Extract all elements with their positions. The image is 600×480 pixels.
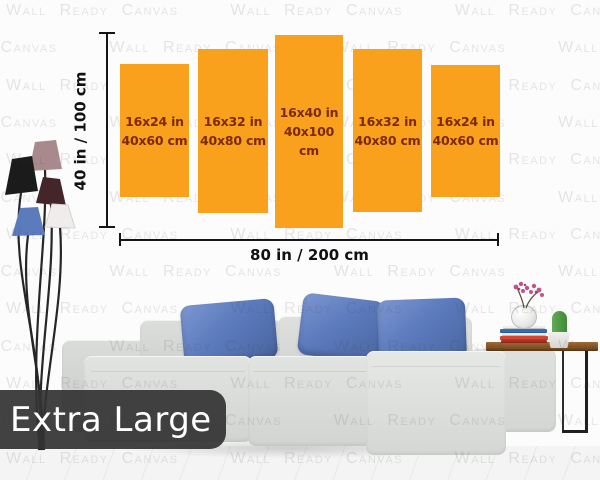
- lamp-shade-blue: [12, 207, 45, 236]
- canvas-panel-3: 16x40 in 40x100 cm: [275, 35, 343, 228]
- height-dimension-label: 40 in / 100 cm: [71, 71, 89, 191]
- cactus-pot: [547, 332, 571, 348]
- lamp-shade-mauve: [29, 140, 62, 171]
- height-dimension-label-wrap: 40 in / 100 cm: [62, 36, 98, 226]
- book: [502, 333, 546, 336]
- table-leg-inner: [562, 351, 564, 430]
- height-dimension-cap-bottom: [99, 226, 115, 228]
- book: [500, 336, 548, 340]
- sofa-chaise-right: [366, 351, 506, 455]
- panel-size-inches: 16x32 in: [358, 113, 417, 129]
- canvas-panel-4: 16x32 in 40x80 cm: [353, 49, 422, 212]
- book: [500, 329, 547, 333]
- lamp-shade-maroon: [36, 177, 66, 206]
- height-dimension-cap-top: [99, 32, 115, 34]
- lamp-shade-black: [5, 156, 38, 195]
- canvas-panel-5: 16x24 in 40x60 cm: [431, 65, 500, 197]
- flowers: [513, 281, 544, 309]
- canvas-panel-2: 16x32 in 40x80 cm: [198, 49, 268, 213]
- panel-size-cm: 40x100 cm: [283, 124, 335, 158]
- width-dimension-cap-right: [497, 233, 499, 246]
- panel-size-cm: 40x80 cm: [199, 133, 267, 148]
- panel-size-inches: 16x40 in: [279, 105, 339, 120]
- lamp-shade-white: [44, 203, 76, 229]
- size-category-badge: Extra Large: [0, 390, 226, 449]
- cactus: [552, 311, 567, 334]
- canvas-panel-1: 16x24 in 40x60 cm: [120, 64, 189, 197]
- watermark-text: Wall Ready Canvas Wall Ready Canvas Wall…: [6, 2, 600, 19]
- floor-lamp: [5, 140, 76, 451]
- book: [501, 340, 547, 343]
- size-category-label: Extra Large: [10, 399, 212, 440]
- panel-size-cm: 40x80 cm: [354, 132, 421, 148]
- table-leg-base: [562, 430, 588, 433]
- flower-vase: [511, 305, 537, 329]
- panel-size-inches: 16x24 in: [436, 114, 495, 129]
- height-dimension-line: [106, 33, 108, 228]
- panel-size-cm: 40x60 cm: [432, 133, 499, 148]
- table-top: [486, 342, 598, 351]
- panel-size-inches: 16x24 in: [125, 113, 184, 129]
- panel-size-inches: 16x32 in: [203, 114, 263, 129]
- width-dimension-cap-left: [119, 233, 121, 246]
- panel-size-cm: 40x60 cm: [121, 132, 188, 148]
- table-leg-outer: [585, 351, 588, 432]
- width-dimension-line: [120, 239, 499, 241]
- width-dimension-label: 80 in / 200 cm: [250, 246, 369, 264]
- sofa-seat-middle: [248, 356, 372, 446]
